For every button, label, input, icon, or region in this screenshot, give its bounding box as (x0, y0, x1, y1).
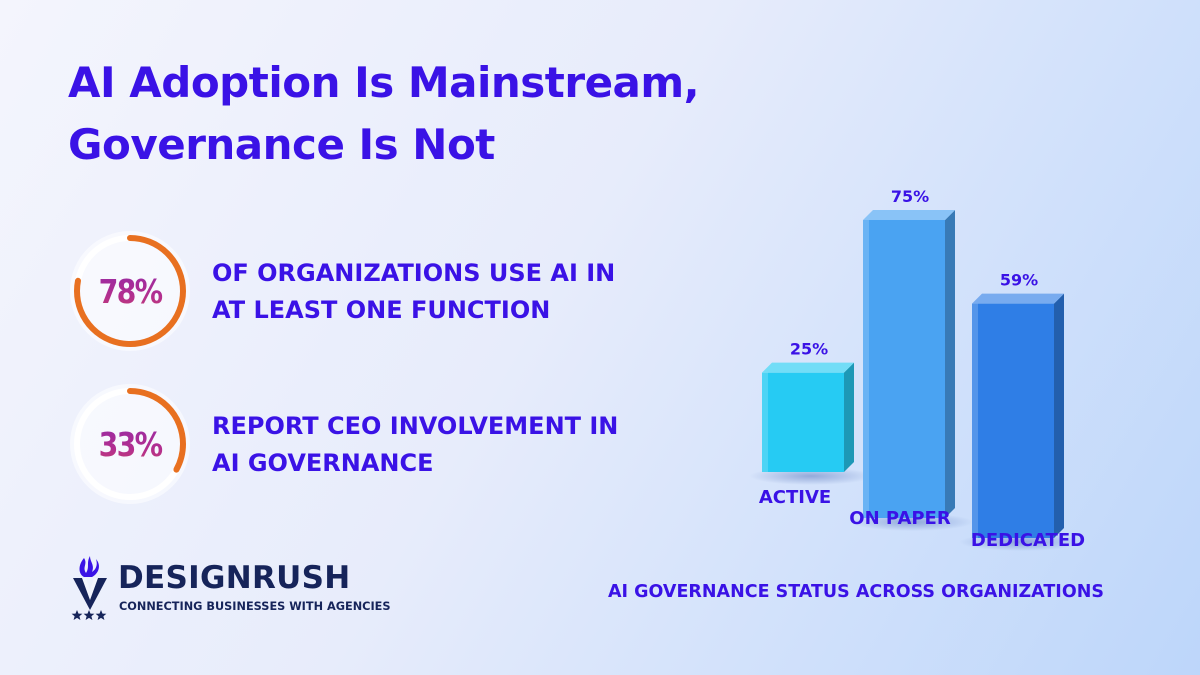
designrush-logo: DESIGNRUSH CONNECTING BUSINESSES WITH AG… (68, 552, 398, 624)
bar-top-2 (972, 293, 1064, 304)
bar-top-0 (762, 362, 854, 373)
bar-1 (863, 220, 945, 518)
bar-highlight-1 (863, 220, 869, 518)
headline: AI Adoption Is Mainstream, Governance Is… (68, 52, 700, 176)
stat-adoption: 78% OF ORGANIZATIONS USE AI IN AT LEAST … (70, 231, 690, 351)
data-label-1: 75% (891, 187, 929, 206)
stat-ceo-involvement: 33% REPORT CEO INVOLVEMENT IN AI GOVERNA… (70, 384, 690, 504)
stat-description: REPORT CEO INVOLVEMENT IN AI GOVERNANCE (212, 408, 618, 482)
bar-side-0 (844, 362, 854, 472)
stat-description-line-2: AT LEAST ONE FUNCTION (212, 296, 551, 324)
stat-description-line-1: OF ORGANIZATIONS USE AI IN (212, 259, 616, 287)
bar-0 (762, 372, 844, 472)
designrush-emblem-icon (73, 556, 107, 610)
data-label-2: 59% (1000, 271, 1038, 290)
progress-ring (70, 384, 190, 504)
bar-highlight-0 (762, 372, 768, 472)
brand-name: DESIGNRUSH (118, 560, 351, 596)
headline-line-2: Governance Is Not (68, 120, 495, 169)
stat-description-line-1: REPORT CEO INVOLVEMENT IN (212, 412, 619, 440)
data-label-0: 25% (790, 340, 828, 359)
rating-stars-icon (71, 610, 107, 620)
stat-value: 33% (78, 384, 181, 504)
stat-value: 78% (78, 231, 181, 351)
category-label-1: ON PAPER (849, 508, 951, 529)
bar-side-1 (945, 210, 955, 518)
progress-ring (70, 231, 190, 351)
brand-tagline: CONNECTING BUSINESSES WITH AGENCIES (119, 600, 391, 613)
bar-2 (972, 303, 1054, 538)
category-label-2: DEDICATED (971, 530, 1085, 551)
chart-title: AI GOVERNANCE STATUS ACROSS ORGANIZATION… (608, 582, 1104, 602)
stat-description: OF ORGANIZATIONS USE AI IN AT LEAST ONE … (212, 255, 615, 329)
bar-top-1 (863, 210, 955, 220)
stat-description-line-2: AI GOVERNANCE (212, 449, 434, 477)
headline-line-1: AI Adoption Is Mainstream, (68, 58, 700, 107)
bar-side-2 (1054, 293, 1064, 538)
bar-highlight-2 (972, 303, 978, 538)
category-label-0: ACTIVE (759, 487, 831, 508)
governance-bar-chart: 25% 75% 59% ACTIVE ON PAPER DEDICATED (749, 187, 1085, 551)
